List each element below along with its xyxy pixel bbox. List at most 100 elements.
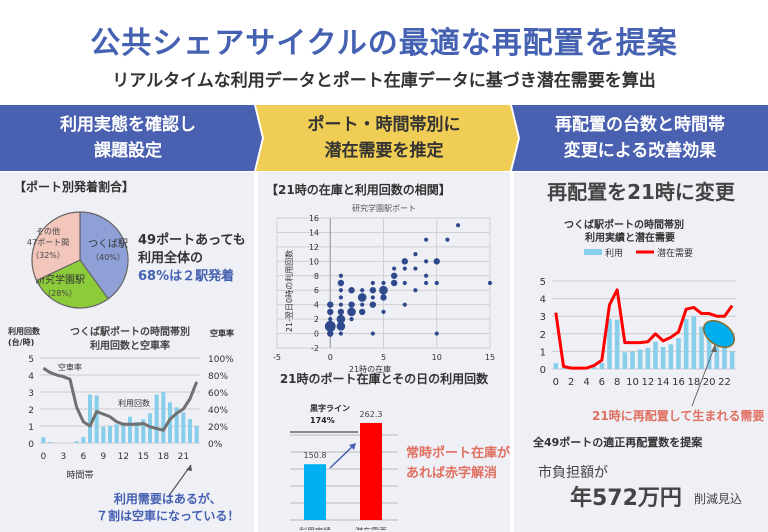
usage-bar bbox=[668, 344, 674, 369]
scatter-point bbox=[390, 279, 398, 287]
note-arrow bbox=[167, 464, 192, 498]
stock-usage-scatter-chart: 研究学園駅ポート -2 0 2 4 6 8 10 12 14 16 -5 0 5 10 15 21時の在庫 21-… bbox=[273, 203, 495, 374]
scatter-point bbox=[369, 287, 377, 294]
step-3-line1: 再配置の台数と時間帯 bbox=[555, 115, 725, 135]
usage-bar bbox=[729, 351, 735, 369]
y2-tick-label: 80% bbox=[208, 372, 228, 382]
page-subtitle: リアルタイムな利用データとポート在庫データに基づき潜在需要を算出 bbox=[112, 71, 656, 91]
bar-category-label: 利用実績 bbox=[299, 526, 331, 530]
y-tick-label: 4 bbox=[28, 372, 34, 382]
scatter-point bbox=[327, 308, 334, 316]
y2-tick-label: 60% bbox=[208, 389, 228, 399]
scatter-point bbox=[370, 295, 375, 300]
y-tick-label: 4 bbox=[540, 295, 546, 306]
y-tick-label: -2 bbox=[311, 344, 319, 353]
scatter-point bbox=[347, 307, 356, 317]
breakeven-label: 黒字ライン bbox=[310, 403, 350, 413]
x-tick-label: 12 bbox=[641, 377, 654, 388]
x-tick-label: 8 bbox=[614, 377, 620, 388]
chart-title: 利用回数と空車率 bbox=[90, 339, 170, 352]
scatter-point bbox=[381, 280, 386, 286]
usage-bar bbox=[630, 351, 635, 369]
bar-note-line2: あれば赤字解消 bbox=[406, 466, 498, 481]
scatter-point bbox=[359, 308, 366, 316]
scatter-point bbox=[336, 314, 346, 324]
usage-bar bbox=[48, 442, 52, 443]
usage-bar bbox=[134, 421, 139, 443]
scatter-point bbox=[370, 331, 375, 336]
usage-bar bbox=[637, 349, 643, 369]
usage-bar bbox=[591, 367, 597, 369]
port-share-pie-chart: つくば駅 （40%） 研究学園駅 （28%） その他 47ポート間 （32%） bbox=[27, 211, 129, 309]
y2-tick-label: 0% bbox=[208, 440, 223, 450]
pie-slice bbox=[31, 211, 81, 282]
scatter-point bbox=[392, 266, 397, 271]
right-heading: 再配置を21時に変更 bbox=[547, 180, 735, 204]
scatter-point bbox=[338, 302, 343, 307]
x-tick-label: 10 bbox=[626, 377, 639, 388]
y-tick-label: 5 bbox=[28, 355, 34, 365]
step-1-banner: 利用実態を確認し 課題設定 bbox=[0, 105, 256, 171]
scatter-point bbox=[455, 223, 461, 228]
scatter-point bbox=[487, 280, 493, 286]
arrow-divider-2 bbox=[504, 105, 520, 171]
usage-note-line1: 利用需要はあるが、 bbox=[113, 492, 222, 506]
y-axis-label: 21-翌日0時の利用回数 bbox=[284, 250, 294, 332]
usage-bar bbox=[114, 424, 119, 443]
scatter-point bbox=[433, 258, 440, 265]
scatter-point bbox=[434, 331, 439, 336]
usage-note-line2: ７割は空車になっている！ bbox=[96, 509, 240, 523]
usage-bar bbox=[168, 402, 172, 443]
y-axis-label: (台/時) bbox=[8, 337, 34, 347]
scatter-point bbox=[338, 273, 343, 278]
usage-bar bbox=[553, 363, 559, 369]
pie-percent-label: （32%） bbox=[31, 251, 65, 260]
callout-arrowhead bbox=[711, 344, 717, 352]
usage-bar bbox=[94, 395, 99, 443]
bar-note-line1: 常時ポート在庫が bbox=[406, 446, 511, 461]
chart-title: つくば駅ポートの時間帯別 bbox=[70, 325, 190, 338]
scatter-point bbox=[424, 273, 429, 278]
chart-title: 研究学園駅ポート bbox=[352, 203, 416, 213]
usage-bar bbox=[561, 368, 566, 369]
scatter-point bbox=[338, 295, 343, 300]
usage-bar bbox=[660, 347, 666, 369]
usage-bar bbox=[645, 347, 651, 369]
x-tick-label: 2 bbox=[568, 377, 574, 388]
reduction-label: 削減見込 bbox=[694, 492, 743, 506]
bar bbox=[304, 464, 326, 520]
usage-bar bbox=[188, 419, 192, 443]
series-label: 利用回数 bbox=[118, 398, 150, 408]
y-tick-label: 12 bbox=[309, 243, 319, 252]
scatter-point bbox=[360, 302, 365, 307]
y-tick-label: 6 bbox=[314, 286, 319, 295]
x-tick-label: 12 bbox=[118, 452, 129, 462]
callout-text: 21時に再配置して生まれる需要 bbox=[592, 409, 765, 423]
usage-bar bbox=[614, 319, 620, 369]
page-title: 公共シェアサイクルの最適な再配置を提案 bbox=[90, 26, 678, 61]
usage-bar bbox=[88, 394, 92, 443]
y2-tick-label: 40% bbox=[208, 406, 228, 416]
scatter-point bbox=[327, 330, 334, 337]
usage-bar bbox=[194, 426, 199, 443]
y-tick-label: 2 bbox=[314, 315, 319, 324]
usage-bar bbox=[599, 362, 605, 369]
y-tick-label: 16 bbox=[309, 214, 319, 223]
usage-bar bbox=[81, 437, 86, 443]
y-tick-label: 3 bbox=[540, 312, 546, 323]
pie-note-line3: 68%は２駅発着 bbox=[138, 269, 235, 284]
scatter-point bbox=[402, 302, 407, 307]
step-2-banner: ポート・時間帯別に 潜在需要を推定 bbox=[256, 105, 512, 171]
pie-percent-label: （28%） bbox=[43, 289, 77, 298]
pie-slice bbox=[79, 211, 129, 300]
arrow-divider-1 bbox=[248, 105, 264, 171]
x-tick-label: 9 bbox=[100, 452, 106, 462]
scatter-point bbox=[380, 294, 387, 301]
y2-axis-label: 空車率 bbox=[210, 328, 234, 338]
step-2-line2: 潜在需要を推定 bbox=[324, 141, 444, 161]
scatter-point bbox=[424, 259, 429, 264]
pie-note-line1: 49ポートあっても bbox=[138, 233, 246, 248]
pie-label: 47ポート間 bbox=[27, 238, 69, 247]
y-tick-label: 5 bbox=[540, 277, 546, 288]
y-tick-label: 8 bbox=[314, 272, 319, 281]
